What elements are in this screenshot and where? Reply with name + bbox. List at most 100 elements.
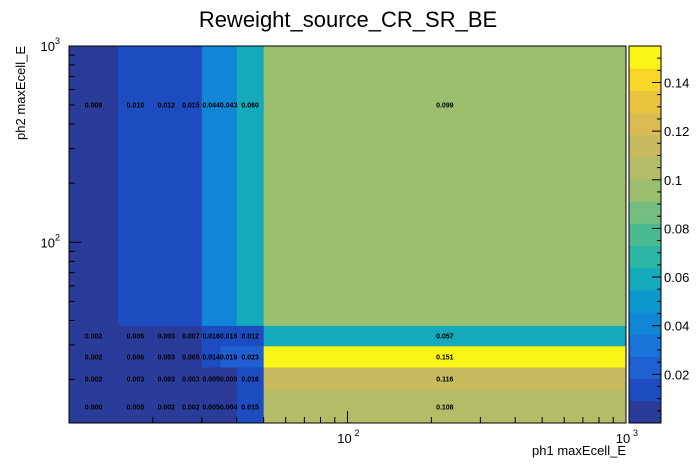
cell-value-label: 0.015 [241,404,259,411]
cell-value-label: 0.012 [158,103,176,110]
x-axis: 10 2 10 3 [68,411,638,446]
heatmap-cell [69,325,119,347]
heatmap-cell [220,46,238,327]
colorbar-swatch [629,201,661,224]
colorbar-swatch [629,267,661,291]
x-tick-label: 10 [337,431,351,446]
heatmap-cell [201,390,221,424]
colorbar-tick-label: 0.08 [664,221,689,236]
colorbar-frame [628,45,662,424]
cell-value-label: 0.002 [182,404,200,411]
heatmap-cell [220,325,238,347]
heatmap-cell [236,325,265,347]
heatmap-cell [118,346,154,368]
cell-value-label: 0.003 [158,377,176,384]
cell-value-label: 0.116 [436,377,453,384]
heatmap-cell [118,325,154,347]
cell-value-label: 0.003 [127,377,145,384]
cell-value-label: 0.014 [202,354,220,361]
heatmap-cell [179,325,203,347]
cell-value-label: 0.023 [241,354,259,361]
colorbar-tick-label: 0.04 [664,319,689,334]
colorbar-tick-label: 0.06 [664,270,689,285]
x-axis-label: ph1 maxEcell_E [532,443,626,458]
heatmap-cell [118,367,154,392]
heatmap-cell [152,46,181,327]
heatmap-cell [152,346,181,368]
x-tick-label: 10 [616,431,630,446]
cell-value-labels: 0.009 0.010 0.012 0.015 0.044 0.043 0.060 0.099… [85,103,454,412]
cell-value-label: 0.002 [158,404,176,411]
heatmap-cell [69,367,119,392]
cell-value-label: 0.002 [85,377,103,384]
cell-value-label: 0.005 [182,354,200,361]
chart-title: Reweight_source_CR_SR_BE [199,7,497,32]
cell-value-label: 0.003 [182,377,200,384]
heatmap-cell [69,390,119,424]
heatmap-cell [263,325,627,347]
heatmap-cell [152,367,181,392]
cell-value-label: 0.099 [436,103,454,110]
heatmap-cell [179,46,203,327]
colorbar-swatch [629,156,661,180]
colorbar-tick-label: 0.12 [664,124,689,139]
colorbar: 0.02 0.04 0.06 0.08 0.1 0.12 0.14 [628,45,689,424]
heatmap-cell [179,390,203,424]
cell-value-label: 0.015 [182,103,200,110]
cell-value-label: 0.043 [220,103,238,110]
cell-value-label: 0.057 [436,334,454,341]
y-tick-label: 10 [41,39,55,54]
heatmap-cell [236,346,265,368]
cell-value-label: 0.005 [202,377,220,384]
colorbar-swatch [629,378,661,402]
cell-value-label: 0.006 [127,334,145,341]
colorbar-swatch [629,46,661,69]
cell-value-label: 0.044 [202,103,220,110]
colorbar-swatch [629,245,661,269]
colorbar-swatch [629,68,661,91]
heatmap-cell [179,346,203,368]
cell-value-label: 0.000 [127,404,145,411]
heatmap-cell [152,325,181,347]
colorbar-swatch [629,90,661,113]
cell-value-label: 0.019 [220,354,238,361]
colorbar-swatch [629,334,661,357]
heatmap-cell [179,367,203,392]
heatmap-cell [201,46,221,327]
colorbar-swatch [629,179,661,202]
cell-value-label: 0.002 [85,354,103,361]
cell-value-label: 0.003 [158,354,176,361]
y-tick-label-exponent: 3 [55,36,60,46]
heatmap-cell [118,390,154,424]
heatmap-cell [201,346,221,368]
cell-value-label: 0.009 [85,103,103,110]
colorbar-swatch [629,134,661,158]
heatmap-cell [236,390,265,424]
cell-value-label: 0.004 [220,404,238,411]
cell-value-label: 0.016 [202,334,220,341]
heatmap-cell [220,367,238,392]
heatmap-cell [201,367,221,392]
x-tick-label-exponent: 3 [633,428,638,438]
heatmap-cell [220,346,238,368]
heatmap-cell [263,346,627,368]
cell-value-label: 0.012 [241,334,259,341]
heatmap-cell [236,367,265,392]
cell-value-label: 0.005 [202,404,220,411]
colorbar-swatch [629,312,661,335]
colorbar-tick-label: 0.02 [664,367,689,382]
colorbar-swatch [629,112,661,136]
cell-value-label: 0.010 [127,103,145,110]
heatmap-cell [263,367,627,392]
y-tick-label-exponent: 2 [55,232,60,242]
cell-value-label: 0.018 [220,334,238,341]
cell-value-label: 0.002 [85,334,103,341]
heatmap-cell [118,46,154,327]
heatmap-cell [201,325,221,347]
colorbar-tick-label: 0.14 [664,75,689,90]
cell-value-label: 0.009 [220,377,238,384]
colorbar-swatch [629,289,661,313]
cell-value-label: 0.060 [241,103,259,110]
colorbar-swatch [629,223,661,246]
